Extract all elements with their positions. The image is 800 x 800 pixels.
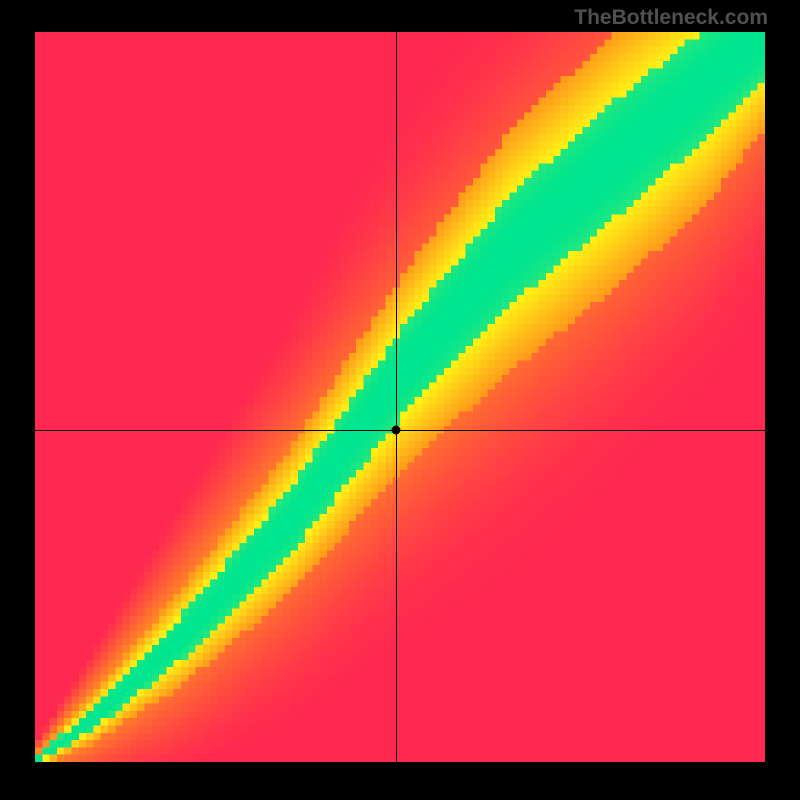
watermark-text: TheBottleneck.com: [574, 6, 768, 30]
crosshair-marker-dot: [392, 425, 401, 434]
heatmap-plot: [35, 32, 765, 762]
crosshair-vertical: [396, 32, 397, 762]
heatmap-canvas: [35, 32, 765, 762]
